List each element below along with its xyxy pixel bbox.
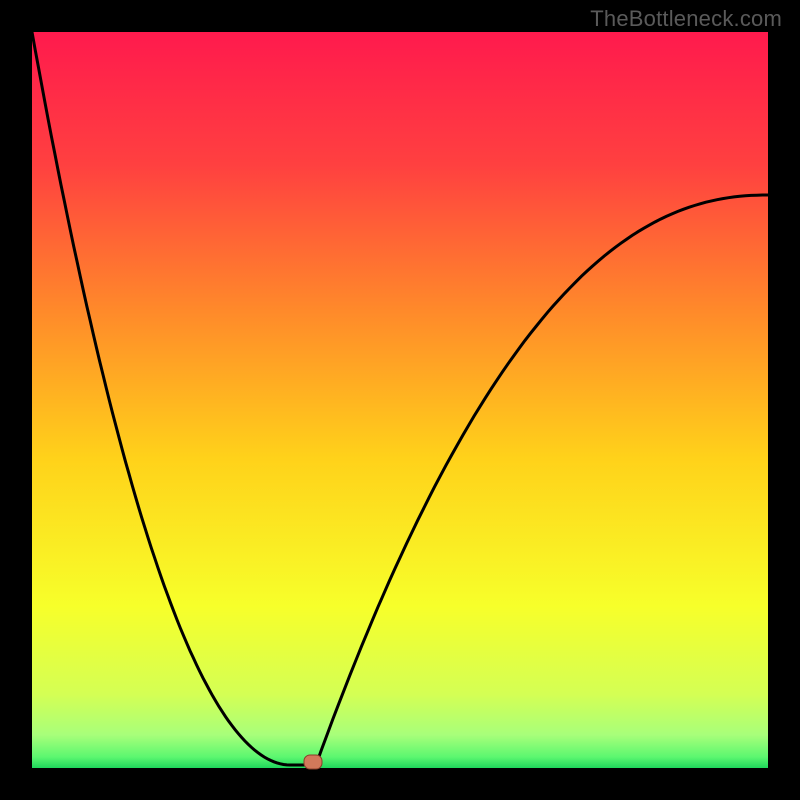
plot-background bbox=[32, 32, 768, 768]
vertex-marker bbox=[304, 755, 322, 769]
watermark-text: TheBottleneck.com bbox=[590, 6, 782, 32]
